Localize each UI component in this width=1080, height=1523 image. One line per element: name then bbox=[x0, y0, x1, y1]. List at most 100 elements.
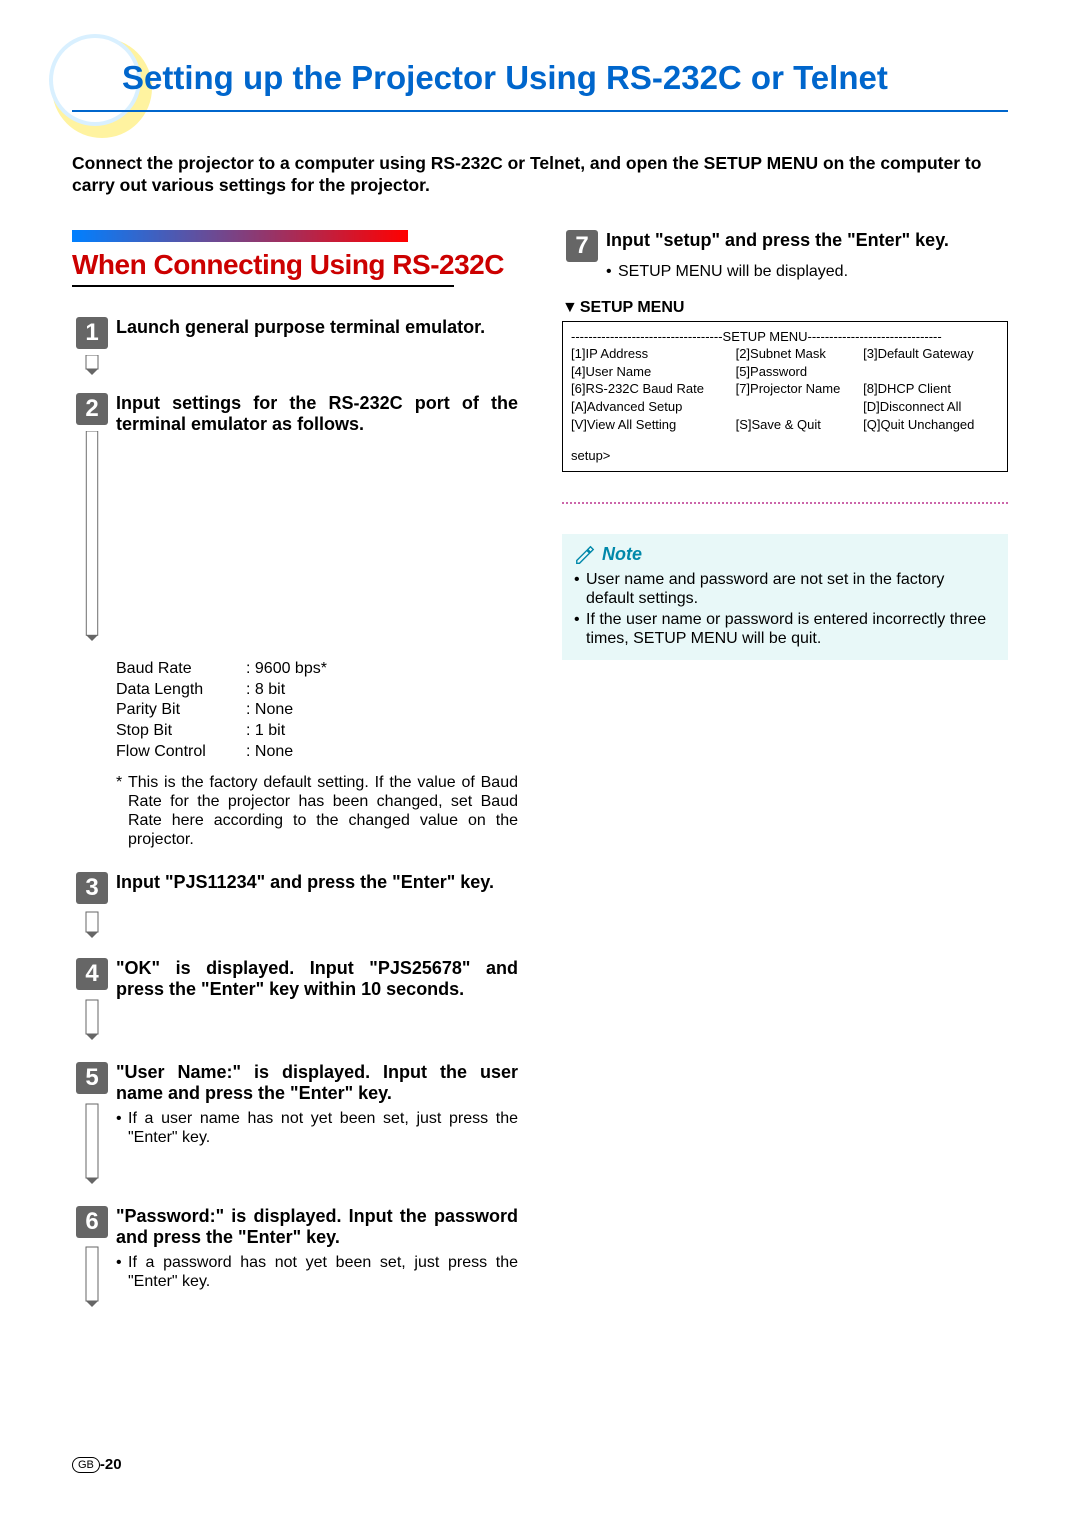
chevron-down-icon bbox=[85, 1244, 99, 1310]
setting-key: Parity Bit bbox=[116, 700, 246, 721]
step-sub-bullet: • If a user name has not yet been set, j… bbox=[116, 1109, 518, 1147]
step-body: Input "setup" and press the "Enter" key.… bbox=[602, 230, 1008, 281]
setting-key: Data Length bbox=[116, 680, 246, 701]
step-title: "User Name:" is displayed. Input the use… bbox=[116, 1062, 518, 1105]
content-columns: When Connecting Using RS-232C 1 Launch g… bbox=[72, 230, 1008, 1328]
step-row: 7 Input "setup" and press the "Enter" ke… bbox=[562, 230, 1008, 281]
right-column: 7 Input "setup" and press the "Enter" ke… bbox=[562, 230, 1008, 1328]
step-number-badge: 2 bbox=[76, 393, 108, 425]
step-num-wrap: 4 bbox=[72, 958, 112, 1044]
settings-table: Baud Rate9600 bps* Data Length8 bit Pari… bbox=[116, 659, 518, 763]
note-heading: Note bbox=[574, 544, 996, 566]
table-row: Parity BitNone bbox=[116, 700, 518, 721]
setup-menu-label: SETUP MENU bbox=[562, 299, 1008, 317]
page-number: GB-20 bbox=[72, 1456, 122, 1473]
setup-menu-grid: [1]IP Address [2]Subnet Mask [3]Default … bbox=[571, 345, 999, 433]
table-row: Stop Bit1 bit bbox=[116, 721, 518, 742]
note-bullet: • If the user name or password is entere… bbox=[574, 610, 996, 648]
dotted-separator bbox=[562, 502, 1008, 504]
note-head-text: Note bbox=[602, 544, 642, 565]
chevron-down-icon bbox=[85, 431, 99, 641]
note-bullet-text: User name and password are not set in th… bbox=[586, 570, 996, 608]
step-sub-text: If a user name has not yet been set, jus… bbox=[128, 1109, 518, 1147]
setup-menu-cell: [3]Default Gateway bbox=[863, 345, 999, 363]
step-sub-text: If a password has not yet been set, just… bbox=[128, 1253, 518, 1291]
section-accent-bar bbox=[72, 230, 408, 242]
note-icon bbox=[574, 544, 596, 566]
setup-menu-cell: [Q]Quit Unchanged bbox=[863, 416, 999, 434]
step-number-badge: 6 bbox=[76, 1206, 108, 1238]
setting-key: Flow Control bbox=[116, 742, 246, 763]
setting-value: 9600 bps* bbox=[246, 659, 327, 680]
page-title: Setting up the Projector Using RS-232C o… bbox=[72, 58, 1008, 112]
step-title: Input settings for the RS-232C port of t… bbox=[116, 393, 518, 436]
step-body: "OK" is displayed. Input "PJS25678" and … bbox=[112, 958, 518, 1001]
step-number-badge: 5 bbox=[76, 1062, 108, 1094]
step-title: Input "PJS11234" and press the "Enter" k… bbox=[116, 872, 518, 894]
setup-menu-cell: [D]Disconnect All bbox=[863, 398, 999, 416]
section-underline bbox=[72, 285, 454, 287]
page-region-badge: GB bbox=[72, 1457, 100, 1473]
step-title: Launch general purpose terminal emulator… bbox=[116, 317, 518, 339]
step-row: 2 Input settings for the RS-232C port of… bbox=[72, 393, 518, 641]
lead-in-text: Connect the projector to a computer usin… bbox=[72, 153, 1008, 197]
setup-menu-cell: [7]Projector Name bbox=[736, 380, 860, 398]
table-row: Flow ControlNone bbox=[116, 742, 518, 763]
bullet-dot: • bbox=[574, 610, 586, 648]
step-sub-text: SETUP MENU will be displayed. bbox=[618, 262, 848, 281]
setup-menu-cell: [5]Password bbox=[736, 363, 860, 381]
bullet-dot: • bbox=[574, 570, 586, 608]
step-row: 4 "OK" is displayed. Input "PJS25678" an… bbox=[72, 958, 518, 1044]
chevron-down-icon bbox=[85, 355, 99, 375]
step-number-badge: 1 bbox=[76, 317, 108, 349]
page-number-text: -20 bbox=[100, 1456, 122, 1473]
step-body: Input settings for the RS-232C port of t… bbox=[112, 393, 518, 436]
setup-menu-box: -----------------------------------SETUP… bbox=[562, 321, 1008, 472]
setup-menu-cell: [1]IP Address bbox=[571, 345, 732, 363]
table-row: Data Length8 bit bbox=[116, 680, 518, 701]
note-bullet-text: If the user name or password is entered … bbox=[586, 610, 996, 648]
footnote: * This is the factory default setting. I… bbox=[116, 773, 518, 850]
section-title: When Connecting Using RS-232C bbox=[72, 250, 518, 281]
chevron-down-icon bbox=[85, 910, 99, 940]
setup-menu-cell: [6]RS-232C Baud Rate bbox=[571, 380, 732, 398]
setting-value: 8 bit bbox=[246, 680, 285, 701]
step-num-wrap: 5 bbox=[72, 1062, 112, 1188]
setup-menu-cell: [V]View All Setting bbox=[571, 416, 732, 434]
asterisk-mark: * bbox=[116, 773, 128, 850]
bullet-dot: • bbox=[116, 1253, 128, 1291]
step-row: 5 "User Name:" is displayed. Input the u… bbox=[72, 1062, 518, 1188]
left-column: When Connecting Using RS-232C 1 Launch g… bbox=[72, 230, 518, 1328]
step-num-wrap: 6 bbox=[72, 1206, 112, 1310]
step-body: Input "PJS11234" and press the "Enter" k… bbox=[112, 872, 518, 894]
step-sub-bullet: • SETUP MENU will be displayed. bbox=[606, 262, 1008, 281]
setup-menu-cell: [4]User Name bbox=[571, 363, 732, 381]
step-body: "User Name:" is displayed. Input the use… bbox=[112, 1062, 518, 1148]
step-row: 6 "Password:" is displayed. Input the pa… bbox=[72, 1206, 518, 1310]
step-num-wrap: 2 bbox=[72, 393, 112, 641]
note-bullet: • User name and password are not set in … bbox=[574, 570, 996, 608]
step-body: Launch general purpose terminal emulator… bbox=[112, 317, 518, 339]
chevron-down-icon bbox=[85, 996, 99, 1044]
setup-menu-prompt: setup> bbox=[571, 447, 999, 465]
footnote-text: This is the factory default setting. If … bbox=[128, 773, 518, 850]
setup-menu-cell: [S]Save & Quit bbox=[736, 416, 860, 434]
step-row: 1 Launch general purpose terminal emulat… bbox=[72, 317, 518, 375]
chevron-down-icon bbox=[85, 1100, 99, 1188]
step-number-badge: 7 bbox=[566, 230, 598, 262]
step-title: Input "setup" and press the "Enter" key. bbox=[606, 230, 1008, 252]
note-box: Note • User name and password are not se… bbox=[562, 534, 1008, 661]
step-title: "OK" is displayed. Input "PJS25678" and … bbox=[116, 958, 518, 1001]
step-num-wrap: 1 bbox=[72, 317, 112, 375]
setup-menu-cell bbox=[863, 363, 999, 381]
table-row: Baud Rate9600 bps* bbox=[116, 659, 518, 680]
step-title: "Password:" is displayed. Input the pass… bbox=[116, 1206, 518, 1249]
setup-menu-cell bbox=[736, 398, 860, 416]
setup-menu-cell: [8]DHCP Client bbox=[863, 380, 999, 398]
setup-menu-cell: [A]Advanced Setup bbox=[571, 398, 732, 416]
setup-menu-header: -----------------------------------SETUP… bbox=[571, 328, 999, 346]
step-sub-bullet: • If a password has not yet been set, ju… bbox=[116, 1253, 518, 1291]
setting-key: Baud Rate bbox=[116, 659, 246, 680]
setting-value: 1 bit bbox=[246, 721, 285, 742]
setting-value: None bbox=[246, 700, 293, 721]
